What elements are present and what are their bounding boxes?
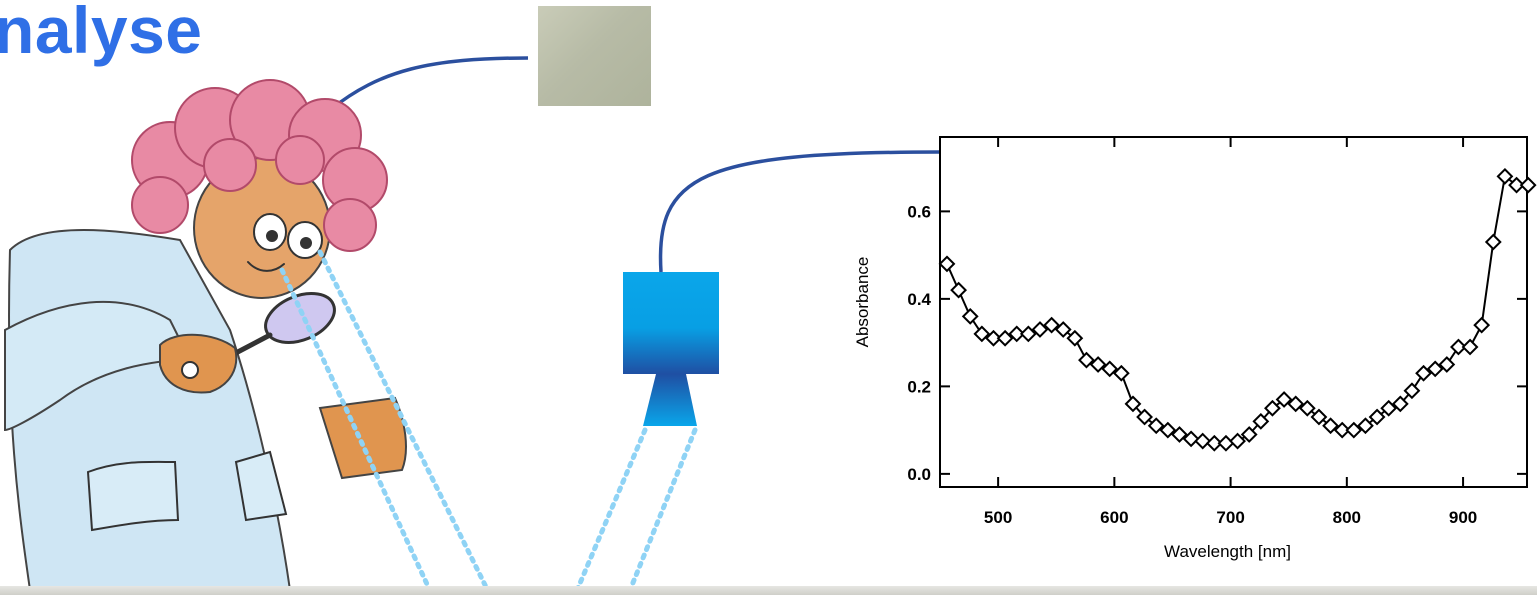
data-point-marker (1345, 421, 1363, 439)
data-point-marker (1508, 176, 1525, 194)
data-point-marker (1043, 316, 1061, 334)
data-point-marker (1066, 329, 1084, 347)
floor-strip (0, 586, 1537, 595)
data-point-marker (938, 255, 956, 273)
data-point-marker (1205, 434, 1223, 452)
swatch-connector (328, 56, 529, 112)
data-point-marker (1240, 426, 1258, 443)
data-point-marker (1147, 417, 1165, 435)
spectral-camera-icon (623, 272, 719, 426)
y-tick-label: 0.0 (907, 465, 931, 484)
data-point-marker (1391, 395, 1409, 413)
x-tick-label: 600 (1100, 508, 1128, 527)
data-point-marker (1008, 325, 1026, 343)
sample-swatch (538, 6, 651, 106)
sight-beam-right (317, 249, 493, 595)
data-point-marker (1101, 360, 1119, 378)
plot-frame (939, 136, 1528, 488)
data-point-marker (1229, 432, 1246, 450)
data-point-marker (1484, 233, 1502, 251)
scientist-illustration (4, 79, 407, 591)
data-point-marker (1450, 338, 1467, 356)
camera-beam-left (572, 427, 648, 595)
y-tick-label: 0.6 (907, 202, 931, 221)
y-tick-label: 0.4 (907, 290, 931, 309)
data-point-marker (1333, 421, 1351, 439)
data-point-marker (1380, 399, 1398, 417)
data-point-marker (1310, 408, 1328, 426)
data-point-marker (1415, 364, 1432, 382)
camera-connector (658, 150, 941, 273)
data-point-marker (973, 325, 991, 343)
sight-beam-left (279, 267, 435, 595)
data-point-marker (985, 329, 1002, 347)
data-point-marker (1368, 408, 1386, 426)
data-point-marker (996, 329, 1014, 347)
data-point-marker (1403, 382, 1421, 400)
data-point-marker (1089, 356, 1107, 373)
x-tick-label: 800 (1333, 508, 1361, 527)
data-point-marker (1124, 395, 1142, 413)
data-point-marker (1287, 395, 1305, 413)
x-tick-label: 500 (984, 508, 1012, 527)
data-point-marker (1461, 338, 1479, 356)
data-point-marker (1473, 316, 1491, 334)
data-point-marker (1078, 351, 1095, 369)
data-point-marker (1194, 432, 1212, 450)
data-point-marker (1136, 408, 1153, 426)
camera-beam-right (625, 427, 698, 595)
data-point-marker (1426, 360, 1444, 378)
data-point-marker (1112, 364, 1130, 382)
data-point-marker (1357, 417, 1374, 435)
absorbance-chart: 500 600 700 800 900 0.0 0.2 0.4 0.6 Wavelength … (853, 136, 1537, 561)
data-point-marker (961, 307, 979, 325)
x-tick-label: 700 (1216, 508, 1244, 527)
data-point-marker (1264, 399, 1281, 417)
data-point-marker (1159, 421, 1177, 439)
data-point-marker (1182, 430, 1200, 448)
data-point-marker (1054, 321, 1072, 338)
data-point-marker (1031, 321, 1049, 338)
x-tick-label: 900 (1449, 508, 1477, 527)
x-axis-label: Wavelength [nm] (1164, 542, 1291, 561)
data-point-marker (950, 281, 968, 299)
data-point-marker (1322, 417, 1339, 435)
y-tick-label: 0.2 (907, 377, 931, 396)
data-point-marker (1252, 412, 1270, 430)
data-point-marker (1019, 325, 1037, 343)
data-point-marker (1519, 176, 1537, 194)
data-point-marker (1438, 356, 1456, 373)
data-point-marker (1496, 167, 1514, 185)
data-point-marker (1275, 391, 1293, 408)
data-point-marker (1171, 426, 1188, 443)
page-title: nalyse (0, 0, 203, 67)
y-axis-label: Absorbance (853, 257, 872, 348)
data-point-marker (1298, 399, 1316, 417)
